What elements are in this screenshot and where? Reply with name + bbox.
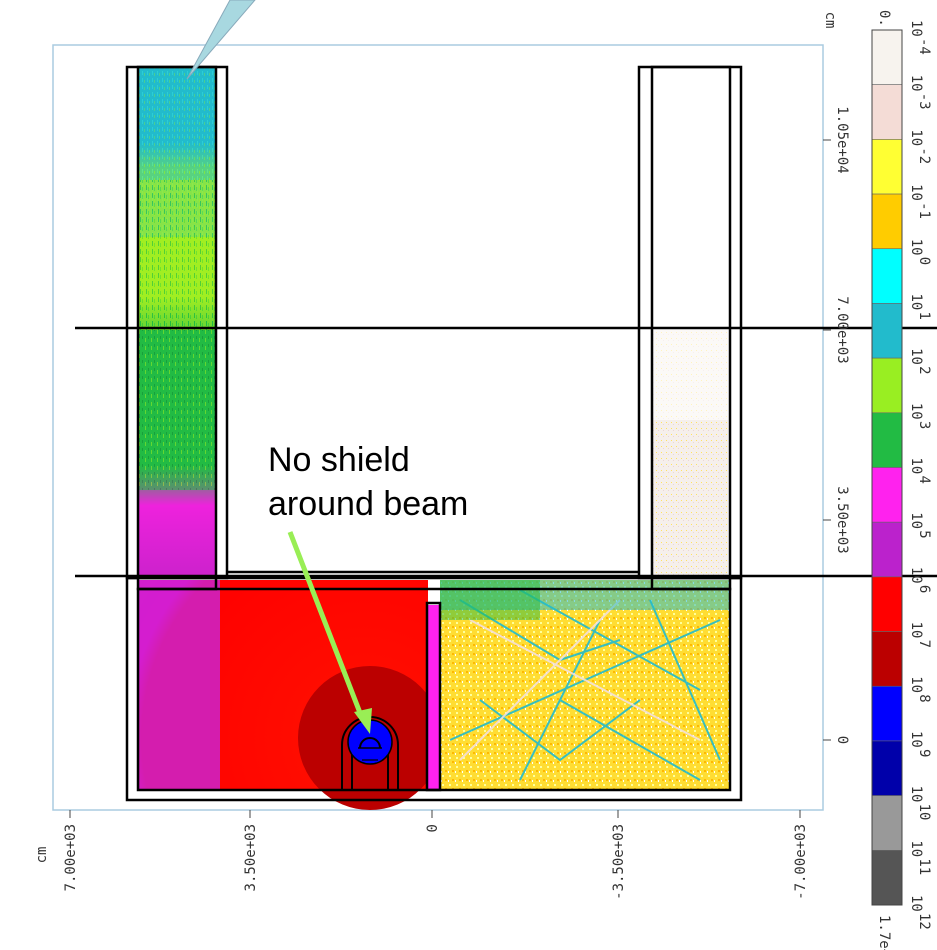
colorbar-swatch	[871, 303, 903, 359]
right-tick-label: 3.50e+03	[834, 486, 850, 553]
colorbar-tick-label: 100	[908, 239, 932, 265]
colorbar-tick-label: 108	[908, 676, 932, 702]
narrow-channel-fill	[428, 605, 440, 790]
svg-text:12: 12	[916, 913, 932, 930]
colorbar-tick-label: 101	[908, 293, 932, 319]
annotation-text: No shield around beam	[268, 438, 468, 526]
bottom-tick-label: -7.00e+03	[793, 824, 809, 900]
colorbar-tick-label: 105	[908, 512, 932, 538]
colorbar-swatch	[871, 685, 903, 742]
svg-text:10: 10	[908, 676, 924, 693]
svg-text:10: 10	[908, 75, 924, 92]
colorbar-swatch	[871, 29, 903, 85]
right-axis: 0 3.50e+03 7.00e+03 1.05e+04	[834, 106, 850, 744]
svg-text:10: 10	[908, 567, 924, 584]
colorbar-swatch	[871, 576, 903, 632]
svg-text:8: 8	[916, 694, 932, 702]
svg-text:10: 10	[916, 804, 932, 821]
colorbar-tick-label: 10-3	[908, 75, 932, 110]
colorbar-bottom-label: 1.7e+11	[876, 915, 892, 950]
svg-text:11: 11	[916, 858, 932, 875]
svg-text:9: 9	[916, 749, 932, 757]
colorbar-tick-label: 106	[908, 567, 932, 593]
svg-text:10: 10	[908, 403, 924, 420]
colorbar-swatch	[871, 357, 903, 414]
annotation-arrow	[287, 531, 365, 719]
colorbar-swatch	[871, 139, 903, 195]
geometry-outlines	[125, 65, 743, 802]
svg-text:10: 10	[908, 348, 924, 365]
colorbar-swatch	[871, 193, 903, 250]
colorbar-swatch	[871, 248, 903, 304]
colorbar-tick-label: 10-1	[908, 184, 932, 219]
svg-text:10: 10	[908, 458, 924, 475]
svg-text:-4: -4	[916, 38, 932, 55]
colorbar-swatch	[871, 467, 903, 523]
svg-text:6: 6	[916, 585, 932, 593]
colorbar-tick-label: 107	[908, 622, 932, 648]
svg-text:-3: -3	[916, 93, 932, 110]
svg-text:5: 5	[916, 530, 932, 538]
right-tick-label: 7.00e+03	[834, 296, 850, 363]
right-tick-label: 0	[834, 736, 850, 744]
annotation-line-2: around beam	[268, 485, 469, 523]
colorbar-top-label: 0.	[876, 10, 892, 27]
svg-text:10: 10	[908, 184, 924, 201]
svg-text:10: 10	[908, 622, 924, 639]
colorbar-swatch	[871, 412, 903, 468]
svg-text:0: 0	[916, 257, 932, 265]
right-tick-label: 1.05e+04	[834, 106, 850, 173]
callout-pointer	[186, 0, 256, 80]
colorbar-swatch	[871, 521, 903, 578]
colorbar-swatch	[871, 795, 903, 851]
bottom-tick-label: 3.50e+03	[243, 824, 259, 891]
svg-text:4: 4	[916, 476, 932, 484]
colorbar-swatch	[871, 84, 903, 140]
svg-text:10: 10	[908, 20, 924, 37]
bottom-tick-label: -3.50e+03	[611, 824, 627, 900]
bottom-tick-label: 0	[425, 824, 441, 832]
svg-text:2: 2	[916, 366, 932, 374]
colorbar-tick-label: 10-4	[908, 20, 932, 55]
colorbar: 10-410-310-210-1100101102103104105106107…	[871, 10, 932, 950]
colorbar-swatch	[871, 850, 903, 906]
plot-frame	[52, 44, 824, 811]
svg-text:10: 10	[908, 840, 924, 857]
bottom-axis: 7.00e+03 3.50e+03 0 -3.50e+03 -7.00e+03	[63, 810, 809, 900]
svg-text:1: 1	[916, 311, 932, 319]
colorbar-tick-label: 104	[908, 458, 932, 484]
colorbar-swatch	[871, 740, 903, 796]
colorbar-tick-label: 109	[908, 731, 932, 757]
svg-text:7: 7	[916, 640, 932, 648]
svg-text:3: 3	[916, 421, 932, 429]
colorbar-swatch	[871, 631, 903, 687]
bottom-tick-label: 7.00e+03	[63, 824, 79, 891]
svg-text:10: 10	[908, 895, 924, 912]
colorbar-tick-label: 103	[908, 403, 932, 429]
annotation-line-1: No shield	[268, 441, 410, 479]
colorbar-tick-label: 10-2	[908, 129, 932, 164]
svg-text:-2: -2	[916, 147, 932, 164]
svg-text:10: 10	[908, 512, 924, 529]
svg-text:10: 10	[908, 731, 924, 748]
bottom-unit-label: cm	[34, 847, 50, 864]
svg-text:10: 10	[908, 786, 924, 803]
svg-text:10: 10	[908, 129, 924, 146]
svg-text:10: 10	[908, 293, 924, 310]
svg-text:-1: -1	[916, 202, 932, 219]
colorbar-tick-label: 102	[908, 348, 932, 374]
svg-text:10: 10	[908, 239, 924, 256]
top-unit-label: cm	[822, 12, 838, 29]
